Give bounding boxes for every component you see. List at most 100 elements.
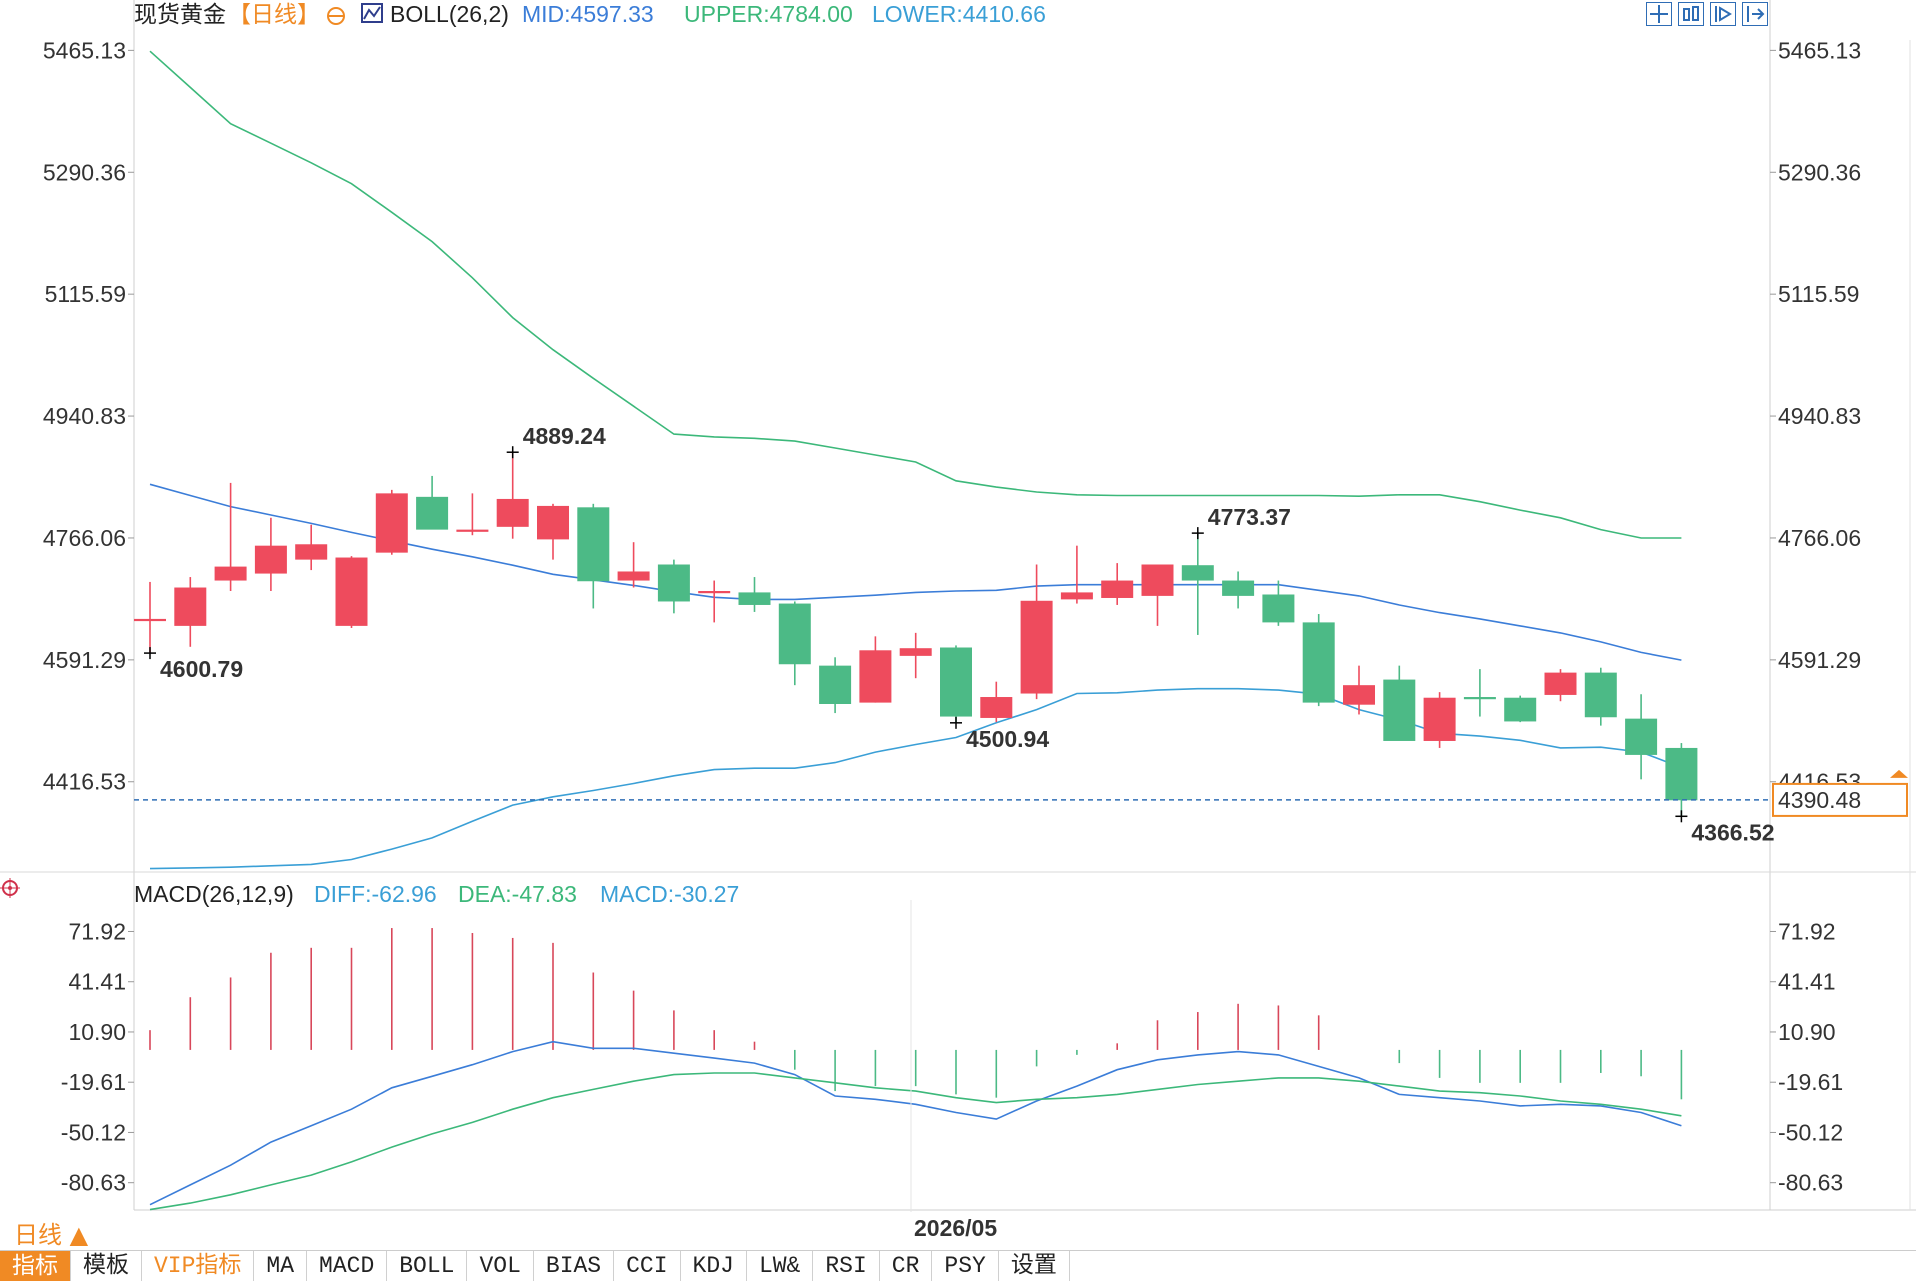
candle[interactable] [1020,564,1053,700]
candle[interactable] [375,489,408,555]
candle[interactable] [1463,669,1496,717]
extreme-price-label: 4366.52 [1691,819,1774,845]
candle[interactable] [1262,580,1295,626]
candle-body [1101,580,1134,598]
tab-boll[interactable]: BOLL [387,1251,468,1281]
candle-body [1584,672,1617,718]
candle-body [295,544,328,560]
period-tag[interactable]: 【日线】 [228,1,320,27]
candle-view-icon[interactable] [1678,2,1704,26]
tab-cr[interactable]: CR [880,1251,933,1281]
candle[interactable] [1584,667,1617,726]
tab-macd[interactable]: MACD [307,1251,388,1281]
tab-设置[interactable]: 设置 [999,1251,1070,1281]
candle[interactable] [738,577,771,612]
boll-upper-line [149,50,1682,539]
tab-ma[interactable]: MA [254,1251,308,1281]
candle[interactable] [1343,665,1375,715]
candle-body [617,571,650,581]
candle[interactable] [657,559,690,614]
macd-dea-value: DEA:-47.83 [458,881,577,907]
tab-bias[interactable]: BIAS [534,1251,615,1281]
candle[interactable] [496,452,529,539]
period-button[interactable]: 日线 ▲ [14,1221,89,1249]
tab-kdj[interactable]: KDJ [681,1251,747,1281]
candle[interactable] [335,556,368,628]
candle[interactable] [254,517,287,592]
candle[interactable] [416,475,449,530]
tab-vip指标[interactable]: VIP指标 [142,1251,255,1281]
candle-body [496,498,529,527]
candle[interactable] [456,493,489,536]
candle[interactable] [899,632,932,679]
indicator-chart-icon[interactable] [361,3,383,23]
candle[interactable] [1181,533,1214,635]
candle[interactable] [940,645,972,723]
macd-tick-label: -19.61 [61,1069,126,1095]
price-tick-label: 4591.29 [1778,647,1861,673]
symbol-name: 现货黄金 [134,1,226,27]
candle[interactable] [295,524,328,571]
candle-body [1423,697,1456,741]
candle-body [1141,564,1174,596]
price-tick-label: 5290.36 [43,159,126,185]
candle[interactable] [1222,571,1255,609]
candle[interactable] [1423,692,1456,748]
price-tick-label: 4766.06 [1778,525,1861,551]
candle[interactable] [174,577,207,647]
candle[interactable] [1141,564,1174,626]
settings-icon[interactable] [327,7,345,25]
crosshair-icon[interactable] [0,878,20,898]
candle[interactable] [980,681,1013,723]
tab-rsi[interactable]: RSI [813,1251,880,1281]
price-tick-label: 5115.59 [45,281,126,307]
macd-tick-label: 41.41 [1778,969,1836,995]
candle-body [134,618,166,622]
forward-icon[interactable] [1742,2,1768,26]
candlesticks[interactable] [134,452,1698,817]
current-price-box [1772,782,1908,817]
candle[interactable] [1625,694,1658,780]
candle[interactable] [859,636,892,703]
candle[interactable] [537,503,569,560]
tab-指标[interactable]: 指标 [0,1251,71,1281]
candle[interactable] [1060,545,1093,604]
candle[interactable] [214,482,247,592]
tab-psy[interactable]: PSY [932,1251,999,1281]
fit-view-icon[interactable] [1646,2,1672,26]
candle-body [174,587,207,626]
tab-lw-[interactable]: LW& [747,1251,814,1281]
price-tick-label: 5465.13 [43,37,126,63]
candle[interactable] [819,657,852,714]
candle[interactable] [698,580,731,623]
play-icon[interactable] [1710,2,1736,26]
candle[interactable] [134,581,166,654]
candle[interactable] [1302,614,1335,707]
candle[interactable] [1383,665,1416,741]
tab-cci[interactable]: CCI [614,1251,681,1281]
price-tick-label: 5290.36 [1778,159,1861,185]
candle[interactable] [1544,669,1577,702]
candle[interactable] [617,542,650,588]
macd-dea-line [149,1072,1682,1211]
candle[interactable] [1504,695,1537,723]
boll-upper-value: UPPER:4784.00 [684,1,853,27]
x-axis-date-label: 2026/05 [914,1215,997,1241]
candle[interactable] [577,503,610,609]
macd-histogram [149,928,1683,1100]
tab-模板[interactable]: 模板 [71,1251,142,1281]
candle[interactable] [778,601,811,686]
price-tick-label: 4940.83 [43,403,126,429]
extreme-price-label: 4500.94 [966,726,1049,752]
candle[interactable] [1101,563,1134,605]
candle[interactable] [1665,743,1698,817]
macd-tick-label: -50.12 [1778,1119,1843,1145]
candle-body [1343,685,1375,705]
candle-body [778,603,811,665]
tab-vol[interactable]: VOL [467,1251,534,1281]
candle-body [1302,622,1335,703]
candle-body [1060,592,1093,600]
macd-label: MACD(26,12,9) [134,881,294,907]
indicator-tab-bar: 指标 模板 VIP指标 MA MACD BOLL VOL BIAS CCI KDJ LW& RSI CR… [0,1250,1916,1281]
